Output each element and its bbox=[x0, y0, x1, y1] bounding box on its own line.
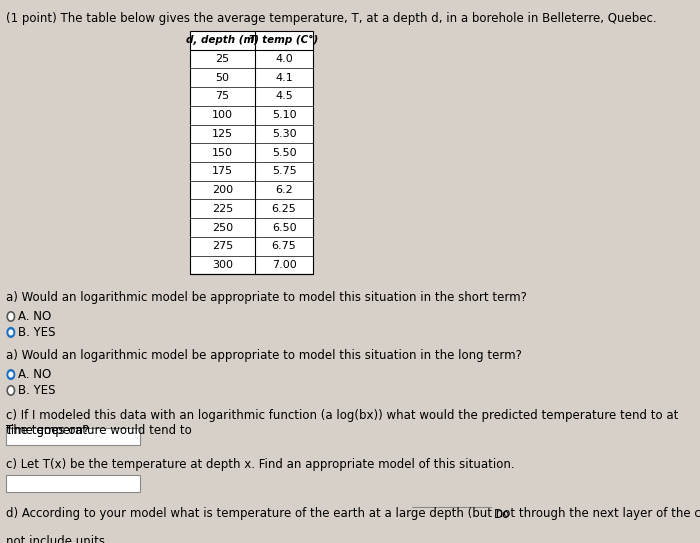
Text: 4.0: 4.0 bbox=[275, 54, 293, 64]
Text: 5.50: 5.50 bbox=[272, 148, 296, 157]
Text: 6.75: 6.75 bbox=[272, 241, 297, 251]
Circle shape bbox=[7, 386, 15, 395]
Text: Do: Do bbox=[494, 508, 510, 521]
FancyBboxPatch shape bbox=[6, 475, 140, 491]
Text: 125: 125 bbox=[212, 129, 233, 139]
Text: A. NO: A. NO bbox=[18, 368, 51, 381]
Text: A. NO: A. NO bbox=[18, 310, 51, 323]
Text: 7.00: 7.00 bbox=[272, 260, 297, 270]
Text: c) If I modeled this data with an logarithmic function (a log(bx)) what would th: c) If I modeled this data with an logari… bbox=[6, 409, 678, 437]
Circle shape bbox=[9, 330, 13, 334]
Circle shape bbox=[7, 370, 15, 379]
Text: 275: 275 bbox=[212, 241, 233, 251]
Text: not include units.: not include units. bbox=[6, 535, 108, 543]
Text: d, depth (m): d, depth (m) bbox=[186, 35, 259, 45]
Text: 5.30: 5.30 bbox=[272, 129, 296, 139]
Circle shape bbox=[7, 328, 15, 337]
Text: d) According to your model what is temperature of the earth at a large depth (bu: d) According to your model what is tempe… bbox=[6, 507, 700, 520]
Text: 175: 175 bbox=[212, 166, 233, 176]
Text: a) Would an logarithmic model be appropriate to model this situation in the shor: a) Would an logarithmic model be appropr… bbox=[6, 291, 526, 304]
Circle shape bbox=[7, 312, 15, 321]
Text: 5.10: 5.10 bbox=[272, 110, 296, 120]
Text: 4.1: 4.1 bbox=[275, 73, 293, 83]
Text: a) Would an logarithmic model be appropriate to model this situation in the long: a) Would an logarithmic model be appropr… bbox=[6, 349, 522, 362]
Text: 150: 150 bbox=[212, 148, 233, 157]
Text: 300: 300 bbox=[212, 260, 233, 270]
FancyBboxPatch shape bbox=[412, 507, 491, 523]
Text: T, temp (C°): T, temp (C°) bbox=[249, 35, 318, 45]
Text: (1 point) The table below gives the average temperature, T, at a depth d, in a b: (1 point) The table below gives the aver… bbox=[6, 12, 657, 25]
Text: 225: 225 bbox=[212, 204, 233, 214]
Text: The temperature would tend to: The temperature would tend to bbox=[6, 424, 192, 437]
FancyBboxPatch shape bbox=[6, 428, 140, 445]
Circle shape bbox=[9, 372, 13, 377]
Text: 4.5: 4.5 bbox=[275, 91, 293, 102]
Text: 250: 250 bbox=[212, 223, 233, 232]
Text: B. YES: B. YES bbox=[18, 384, 55, 397]
Text: 50: 50 bbox=[216, 73, 230, 83]
Text: 6.25: 6.25 bbox=[272, 204, 297, 214]
Text: B. YES: B. YES bbox=[18, 326, 55, 339]
Text: 5.75: 5.75 bbox=[272, 166, 297, 176]
Text: 6.2: 6.2 bbox=[275, 185, 293, 195]
Text: 200: 200 bbox=[212, 185, 233, 195]
FancyBboxPatch shape bbox=[190, 31, 313, 274]
Text: 75: 75 bbox=[216, 91, 230, 102]
Text: 25: 25 bbox=[216, 54, 230, 64]
Text: 6.50: 6.50 bbox=[272, 223, 296, 232]
Text: 100: 100 bbox=[212, 110, 233, 120]
Text: c) Let T(x) be the temperature at depth x. Find an appropriate model of this sit: c) Let T(x) be the temperature at depth … bbox=[6, 458, 514, 471]
